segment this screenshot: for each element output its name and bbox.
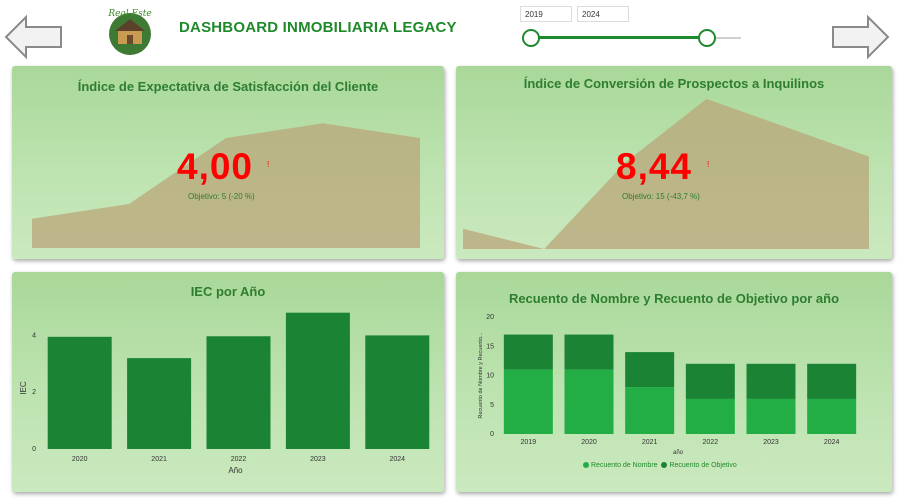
legend-label-objetivo: Recuento de Objetivo [669,462,737,469]
recuento-chart-title: Recuento de Nombre y Recuento de Objetiv… [508,291,840,306]
recuento-ytick: 20 [486,314,494,321]
kpi-conversion-flag: ! [707,160,710,169]
iec-bar[interactable] [127,358,192,449]
recuento-nombre-bar[interactable] [807,398,857,434]
iec-chart-title: IEC por Año [190,284,266,299]
iec-bar[interactable] [285,312,350,449]
recuento-objetivo-bar[interactable] [503,334,553,370]
kpi-satisfaction-card: Índice de Expectativa de Satisfacción de… [12,66,444,259]
kpi-conversion-value: 8,44 [616,146,693,187]
recuento-ytick: 15 [486,343,494,350]
recuento-xtick: 2019 [521,439,537,446]
recuento-objetivo-bar[interactable] [746,363,796,399]
kpi-satisfaction-goal: Objetivo: 5 (-20 %) [188,192,255,201]
kpi-conversion-sparkline [463,98,869,249]
recuento-ytick: 0 [490,431,494,438]
legend-label-nombre: Recuento de Nombre [591,462,658,469]
iec-xtick: 2024 [390,456,406,463]
year-slider-start-handle[interactable] [522,29,540,47]
iec-xtick: 2020 [72,456,88,463]
year-slider-end-handle[interactable] [698,29,716,47]
recuento-ylabel: Recuento de Nombre y Recuento... [478,332,484,419]
recuento-xtick: 2021 [642,439,658,446]
recuento-chart-card: Recuento de Nombre y Recuento de Objetiv… [456,272,892,492]
recuento-stacked-bar-chart: 0 5 10 15 20 2019 2020 2021 2022 2023 2024 año Recue… [478,314,857,456]
legend-dot-nombre-icon [583,462,589,469]
iec-xtick: 2023 [310,456,326,463]
recuento-xtick: 2023 [763,439,779,446]
kpi-conversion-goal: Objetivo: 15 (-43,7 %) [622,192,700,201]
iec-bar-chart: 0 2 4 2020 2021 2022 2023 2024 Año IEC [19,312,430,475]
recuento-xtick: 2022 [703,439,719,446]
recuento-nombre-bar[interactable] [503,369,553,434]
kpi-conversion-card: Índice de Conversión de Prospectos a Inq… [456,66,892,259]
iec-xtick: 2021 [151,456,167,463]
recuento-ytick: 5 [490,402,494,409]
arrow-right-icon[interactable] [830,14,890,60]
kpi-conversion-area [463,98,869,249]
recuento-xtick: 2020 [581,439,597,446]
company-logo: Real Este [103,6,157,56]
recuento-objetivo-bar[interactable] [685,363,735,399]
kpi-satisfaction-sparkline [32,123,420,248]
kpi-satisfaction-flag: ! [267,160,270,169]
iec-chart-card: IEC por Año 0 2 4 2020 2021 2022 2023 2024 Año IE… [12,272,444,492]
iec-ytick: 0 [32,446,36,453]
recuento-objetivo-bar[interactable] [564,334,614,370]
iec-bar[interactable] [206,336,271,449]
iec-xlabel: Año [228,466,243,475]
kpi-satisfaction-area [32,123,420,248]
year-to-input[interactable]: 2024 [577,6,629,22]
iec-ytick: 2 [32,389,36,396]
recuento-nombre-bar[interactable] [746,398,796,434]
recuento-nombre-bar[interactable] [625,387,675,434]
arrow-left-icon[interactable] [4,14,64,60]
iec-ytick: 4 [32,332,36,339]
iec-ylabel: IEC [19,381,28,395]
recuento-nombre-bar[interactable] [564,369,614,434]
recuento-objetivo-bar[interactable] [625,352,675,388]
recuento-ytick: 10 [486,373,494,380]
recuento-xtick: 2024 [824,439,840,446]
legend-dot-objetivo-icon [661,462,668,469]
year-from-input[interactable]: 2019 [520,6,572,22]
recuento-xlabel: año [673,450,684,456]
kpi-conversion-title: Índice de Conversión de Prospectos a Inq… [523,76,825,91]
iec-bar[interactable] [365,335,430,449]
iec-bar[interactable] [47,336,112,449]
year-slider-range [531,36,707,39]
recuento-nombre-bar[interactable] [685,398,735,434]
kpi-satisfaction-value: 4,00 [177,146,254,187]
iec-xtick: 2022 [231,456,247,463]
recuento-objetivo-bar[interactable] [807,363,857,399]
dashboard-title: DASHBOARD INMOBILIARIA LEGACY [179,19,457,36]
svg-text:Real Este: Real Este [107,9,151,19]
kpi-satisfaction-title: Índice de Expectativa de Satisfacción de… [77,79,379,94]
recuento-legend: Recuento de Nombre Recuento de Objetivo [583,462,737,469]
